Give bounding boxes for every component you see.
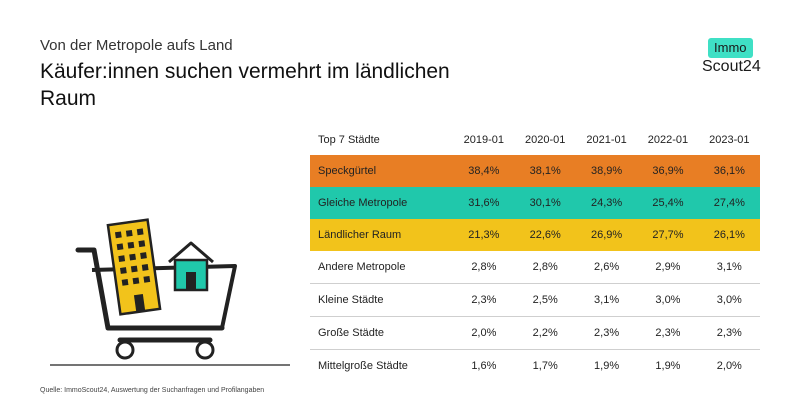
column-header: Top 7 Städte bbox=[318, 134, 380, 146]
row-label: Ländlicher Raum bbox=[318, 229, 402, 241]
immoscout-logo: Immo Scout24 bbox=[700, 38, 770, 78]
table-cell: 26,1% bbox=[713, 229, 745, 241]
table-cell: 1,6% bbox=[471, 360, 497, 372]
row-label: Große Städte bbox=[310, 316, 454, 350]
table-cell: 24,3% bbox=[590, 197, 623, 209]
table-cell: 38,1% bbox=[529, 165, 561, 177]
logo-immo: Immo bbox=[708, 38, 753, 58]
row-label: Kleine Städte bbox=[310, 283, 454, 317]
table-cell: 31,6% bbox=[468, 197, 500, 209]
shopping-cart-icon bbox=[50, 247, 290, 366]
table-cell: 2,9% bbox=[637, 251, 699, 284]
table-cell: 2,0% bbox=[453, 316, 515, 350]
table-cell: 2,6% bbox=[575, 251, 638, 284]
column-header: 2022-01 bbox=[647, 134, 689, 146]
table-row: Speckgürtel 38,4% 38,1% 38,9% 36,9% 36,1… bbox=[310, 155, 760, 187]
table-cell: 2,3% bbox=[453, 283, 515, 317]
table-header-row: Top 7 Städte 2019-01 2020-01 2021-01 202… bbox=[310, 125, 760, 155]
table-cell: 2,3% bbox=[637, 316, 699, 350]
table-cell: 1,7% bbox=[532, 360, 558, 372]
row-label: Andere Metropole bbox=[310, 251, 454, 284]
table-cell: 2,0% bbox=[716, 360, 742, 372]
table-cell: 38,4% bbox=[468, 165, 500, 177]
page-title: Käufer:innen suchen vermehrt im ländlich… bbox=[40, 60, 450, 110]
table-row: Kleine Städte 2,3% 2,5% 3,1% 3,0% 3,0% bbox=[310, 283, 760, 317]
table-cell: 36,9% bbox=[652, 165, 684, 177]
subtitle: Von der Metropole aufs Land bbox=[40, 37, 233, 54]
column-header: 2021-01 bbox=[586, 134, 627, 146]
table-row: Große Städte 2,0% 2,2% 2,3% 2,3% 2,3% bbox=[310, 316, 760, 350]
table-cell: 1,9% bbox=[655, 360, 681, 372]
table-cell: 3,1% bbox=[575, 283, 638, 317]
table-row: Andere Metropole 2,8% 2,8% 2,6% 2,9% 3,1… bbox=[310, 251, 760, 284]
table-cell: 38,9% bbox=[590, 165, 623, 177]
table-cell: 2,3% bbox=[575, 316, 638, 350]
table-cell: 36,1% bbox=[713, 165, 745, 177]
table-row: Mittelgroße Städte 1,6% 1,7% 1,9% 1,9% 2… bbox=[310, 350, 760, 383]
house-icon bbox=[168, 241, 214, 292]
table-cell: 1,9% bbox=[594, 360, 620, 372]
table-cell: 30,1% bbox=[529, 197, 561, 209]
column-header: 2019-01 bbox=[463, 134, 505, 146]
table-cell: 2,8% bbox=[453, 251, 515, 284]
table-cell: 22,6% bbox=[529, 229, 561, 241]
table-cell: 27,7% bbox=[652, 229, 684, 241]
table-cell: 21,3% bbox=[468, 229, 500, 241]
table-cell: 2,5% bbox=[514, 283, 576, 317]
table-row: Ländlicher Raum 21,3% 22,6% 26,9% 27,7% … bbox=[310, 219, 760, 251]
table-cell: 3,0% bbox=[637, 283, 699, 317]
column-header: 2023-01 bbox=[709, 134, 750, 146]
table-cell: 3,0% bbox=[698, 283, 760, 317]
table-cell: 3,1% bbox=[698, 251, 760, 284]
row-label: Mittelgroße Städte bbox=[318, 360, 408, 372]
table-cell: 26,9% bbox=[590, 229, 623, 241]
column-header: 2020-01 bbox=[525, 134, 566, 146]
logo-scout24: Scout24 bbox=[702, 58, 761, 75]
table-cell: 2,8% bbox=[514, 251, 576, 284]
row-label: Gleiche Metropole bbox=[318, 197, 408, 209]
table-cell: 2,2% bbox=[514, 316, 576, 350]
row-label: Speckgürtel bbox=[318, 165, 377, 177]
table-row: Gleiche Metropole 31,6% 30,1% 24,3% 25,4… bbox=[310, 187, 760, 219]
table-cell: 2,3% bbox=[698, 316, 760, 350]
shopping-cart-illustration bbox=[50, 218, 290, 366]
table-cell: 27,4% bbox=[713, 197, 745, 209]
apartment-building-icon bbox=[106, 218, 162, 316]
table-cell: 25,4% bbox=[652, 197, 684, 209]
city-share-table: Top 7 Städte 2019-01 2020-01 2021-01 202… bbox=[310, 125, 760, 382]
source-note: Quelle: ImmoScout24, Auswertung der Such… bbox=[40, 387, 265, 394]
